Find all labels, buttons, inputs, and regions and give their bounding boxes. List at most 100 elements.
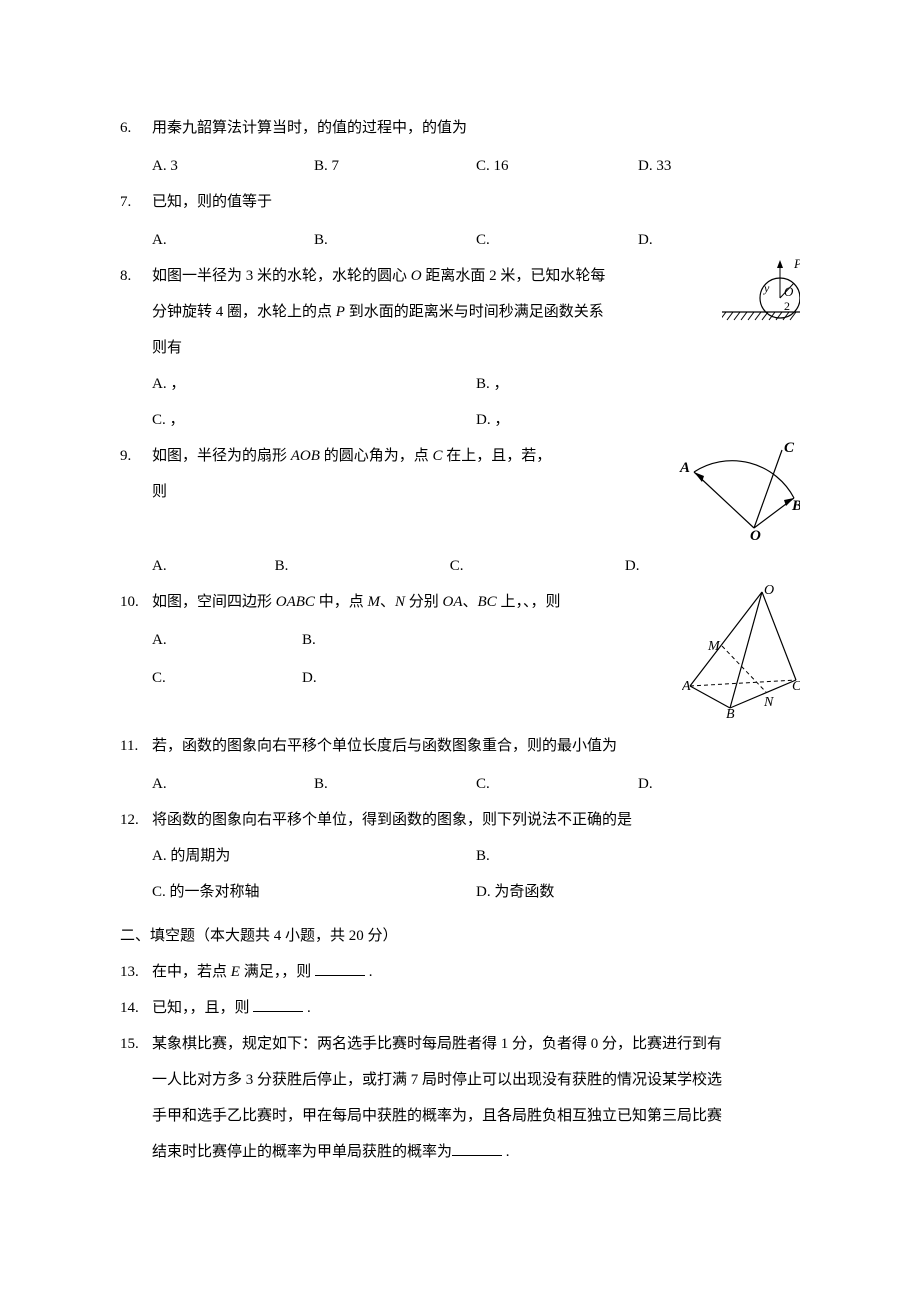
- o-label: O: [784, 284, 794, 299]
- two-label: 2: [784, 299, 790, 313]
- option-b: B.: [314, 766, 476, 802]
- question-number: 14.: [120, 990, 152, 1026]
- question-body: 已知，则的值等于 A. B. C. D.: [152, 184, 800, 258]
- question-number: 9.: [120, 438, 152, 474]
- question-body: 在中，若点 E 满足，，则 .: [152, 954, 800, 990]
- options: A. B. C. D.: [152, 222, 800, 258]
- option-c: C.: [476, 766, 638, 802]
- question-line: 一人比对方多 3 分获胜后停止，或打满 7 局时停止可以出现没有获胜的情况设某学…: [152, 1062, 800, 1098]
- option-b: B. ，: [476, 366, 800, 402]
- c-label: C: [792, 679, 800, 694]
- option-c: C.: [476, 222, 638, 258]
- p-label: P: [793, 258, 800, 271]
- fill-blank: [452, 1140, 502, 1156]
- option-c: C. ，: [152, 402, 476, 438]
- question-line: 某象棋比赛，规定如下：两名选手比赛时每局胜者得 1 分，负者得 0 分，比赛进行…: [152, 1026, 800, 1062]
- a-label: A: [682, 679, 691, 694]
- option-a: A.: [152, 622, 302, 658]
- option-a: A. 3: [152, 148, 314, 184]
- m-label: M: [707, 639, 721, 654]
- question-text: 已知，则的值等于: [152, 184, 800, 220]
- question-body: 已知，，且，则 .: [152, 990, 800, 1026]
- question-body: 如图一半径为 3 米的水轮，水轮的圆心 O 距离水面 2 米，已知水轮每 分钟旋…: [152, 258, 800, 438]
- options: C. D.: [152, 660, 452, 696]
- question-number: 15.: [120, 1026, 152, 1062]
- question-line: 结束时比赛停止的概率为甲单局获胜的概率为 .: [152, 1134, 800, 1170]
- o-label: O: [750, 528, 761, 542]
- n-label: N: [763, 695, 774, 710]
- question-8: 8. 如图一半径为 3 米的水轮，水轮的圆心 O 距离水面 2 米，已知水轮每 …: [120, 258, 800, 438]
- option-d: D. 33: [638, 148, 800, 184]
- option-d: D.: [638, 222, 800, 258]
- b-label: B: [791, 498, 800, 514]
- option-a: A.: [152, 548, 275, 584]
- options: A. B. C. D.: [152, 548, 800, 584]
- water-wheel-figure: P O y 2: [722, 258, 800, 346]
- option-c: C.: [450, 548, 625, 584]
- question-line: 如图，空间四边形 OABC 中，点 M、N 分别 OA、BC 上，、，则: [152, 584, 674, 620]
- o-label: O: [764, 584, 774, 598]
- b-label: B: [726, 707, 735, 718]
- option-b: B. 7: [314, 148, 476, 184]
- question-9: 9. 如图，半径为的扇形 AOB 的圆心角为，点 C 在上，且，若， 则: [120, 438, 800, 584]
- question-13: 13. 在中，若点 E 满足，，则 .: [120, 954, 800, 990]
- tetrahedron-figure: O A B C M N: [682, 584, 800, 718]
- option-a: A. ，: [152, 366, 476, 402]
- option-d: D.: [638, 766, 800, 802]
- section-2-header: 二、填空题（本大题共 4 小题，共 20 分）: [120, 918, 800, 954]
- question-line: 如图一半径为 3 米的水轮，水轮的圆心 O 距离水面 2 米，已知水轮每: [152, 258, 714, 294]
- question-line: 分钟旋转 4 圈，水轮上的点 P 到水面的距离米与时间秒满足函数关系: [152, 294, 714, 330]
- question-line: 手甲和选手乙比赛时，甲在每局中获胜的概率为，且各局胜负相互独立已知第三局比赛: [152, 1098, 800, 1134]
- fill-blank: [315, 960, 365, 976]
- question-14: 14. 已知，，且，则 .: [120, 990, 800, 1026]
- option-a: A. 的周期为: [152, 838, 476, 874]
- question-line: 则: [152, 474, 664, 510]
- option-d: D. ，: [476, 402, 800, 438]
- question-line: 则有: [152, 330, 714, 366]
- question-number: 11.: [120, 728, 152, 764]
- c-label: C: [784, 440, 795, 456]
- question-10: 10. 如图，空间四边形 OABC 中，点 M、N 分别 OA、BC 上，、，则…: [120, 584, 800, 718]
- options: A. ， B. ， C. ， D. ，: [152, 366, 800, 438]
- question-body: 将函数的图象向右平移个单位，得到函数的图象，则下列说法不正确的是 A. 的周期为…: [152, 802, 800, 910]
- option-b: B.: [302, 622, 452, 658]
- question-body: 若，函数的图象向右平移个单位长度后与函数图象重合，则的最小值为 A. B. C.…: [152, 728, 800, 802]
- option-d: D.: [625, 548, 800, 584]
- question-number: 7.: [120, 184, 152, 220]
- option-c: C. 16: [476, 148, 638, 184]
- option-b: B.: [275, 548, 450, 584]
- question-text: 用秦九韶算法计算当时，的值的过程中，的值为: [152, 110, 800, 146]
- question-body: 某象棋比赛，规定如下：两名选手比赛时每局胜者得 1 分，负者得 0 分，比赛进行…: [152, 1026, 800, 1170]
- option-d: D. 为奇函数: [476, 874, 800, 910]
- y-label: y: [763, 281, 770, 295]
- question-body: 如图，空间四边形 OABC 中，点 M、N 分别 OA、BC 上，、，则 A. …: [152, 584, 800, 718]
- option-b: B.: [476, 838, 800, 874]
- question-line: 如图，半径为的扇形 AOB 的圆心角为，点 C 在上，且，若，: [152, 438, 664, 474]
- question-7: 7. 已知，则的值等于 A. B. C. D.: [120, 184, 800, 258]
- question-number: 12.: [120, 802, 152, 838]
- sector-figure: O A B C: [672, 438, 800, 542]
- question-number: 13.: [120, 954, 152, 990]
- option-a: A.: [152, 222, 314, 258]
- question-6: 6. 用秦九韶算法计算当时，的值的过程中，的值为 A. 3 B. 7 C. 16…: [120, 110, 800, 184]
- question-15: 15. 某象棋比赛，规定如下：两名选手比赛时每局胜者得 1 分，负者得 0 分，…: [120, 1026, 800, 1170]
- question-body: 用秦九韶算法计算当时，的值的过程中，的值为 A. 3 B. 7 C. 16 D.…: [152, 110, 800, 184]
- options: A. B. C. D.: [152, 766, 800, 802]
- question-text: 将函数的图象向右平移个单位，得到函数的图象，则下列说法不正确的是: [152, 802, 800, 838]
- options: A. 的周期为 B. C. 的一条对称轴 D. 为奇函数: [152, 838, 800, 910]
- option-b: B.: [314, 222, 476, 258]
- question-11: 11. 若，函数的图象向右平移个单位长度后与函数图象重合，则的最小值为 A. B…: [120, 728, 800, 802]
- question-number: 8.: [120, 258, 152, 294]
- options: A. B.: [152, 622, 452, 658]
- question-number: 6.: [120, 110, 152, 146]
- question-number: 10.: [120, 584, 152, 620]
- question-body: 如图，半径为的扇形 AOB 的圆心角为，点 C 在上，且，若， 则 O A: [152, 438, 800, 584]
- options: A. 3 B. 7 C. 16 D. 33: [152, 148, 800, 184]
- fill-blank: [253, 996, 303, 1012]
- option-c: C. 的一条对称轴: [152, 874, 476, 910]
- a-label: A: [679, 460, 690, 476]
- option-a: A.: [152, 766, 314, 802]
- question-12: 12. 将函数的图象向右平移个单位，得到函数的图象，则下列说法不正确的是 A. …: [120, 802, 800, 910]
- question-text: 若，函数的图象向右平移个单位长度后与函数图象重合，则的最小值为: [152, 728, 800, 764]
- option-d: D.: [302, 660, 452, 696]
